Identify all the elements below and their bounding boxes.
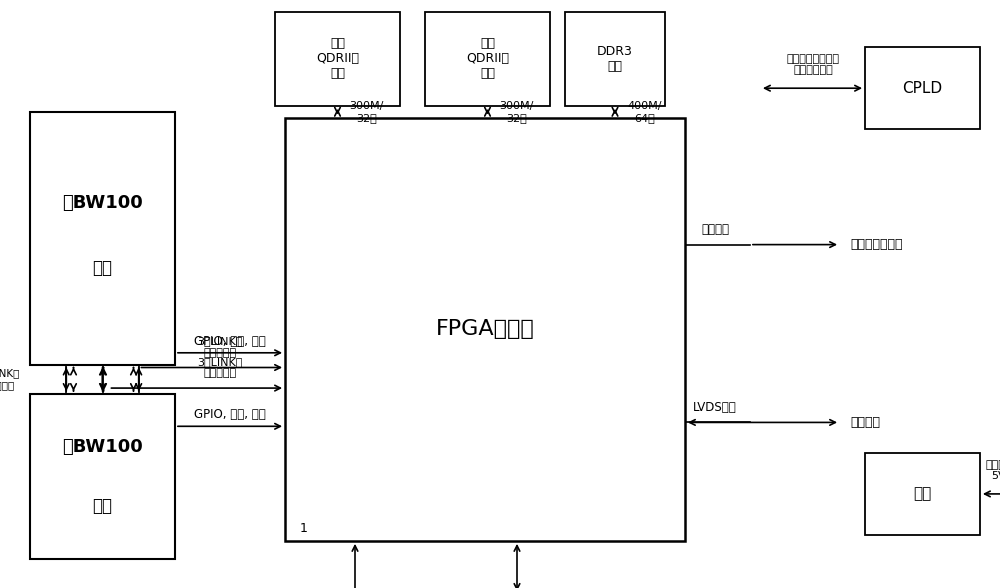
Text: 400M/
64位: 400M/ 64位 bbox=[627, 101, 662, 122]
Text: 第二
QDRII存
储器: 第二 QDRII存 储器 bbox=[466, 37, 509, 81]
Text: 300M/
32位: 300M/ 32位 bbox=[500, 101, 534, 122]
FancyBboxPatch shape bbox=[30, 112, 175, 365]
Text: FPGA控制器: FPGA控制器 bbox=[436, 319, 534, 339]
Text: GPIO, 中断, 串口: GPIO, 中断, 串口 bbox=[194, 335, 266, 348]
FancyBboxPatch shape bbox=[275, 12, 400, 106]
Text: GPIO, 中断, 串口: GPIO, 中断, 串口 bbox=[194, 408, 266, 421]
Text: 主BW100: 主BW100 bbox=[62, 194, 143, 212]
Text: CPLD: CPLD bbox=[902, 81, 943, 96]
Text: 从BW100: 从BW100 bbox=[62, 438, 143, 456]
Text: 1: 1 bbox=[300, 522, 308, 535]
Text: 光纤接口: 光纤接口 bbox=[701, 223, 729, 236]
Text: 电源: 电源 bbox=[913, 486, 932, 502]
Text: 图像输出: 图像输出 bbox=[850, 416, 880, 429]
FancyBboxPatch shape bbox=[865, 47, 980, 129]
Text: 300M/
32位: 300M/ 32位 bbox=[350, 101, 384, 122]
FancyBboxPatch shape bbox=[865, 453, 980, 535]
FancyBboxPatch shape bbox=[30, 394, 175, 559]
Text: 电源输入
5V: 电源输入 5V bbox=[985, 460, 1000, 481]
FancyBboxPatch shape bbox=[565, 12, 665, 106]
Text: 第一
QDRII存
储器: 第一 QDRII存 储器 bbox=[316, 37, 359, 81]
Text: 3路LINK口
收发全双工: 3路LINK口 收发全双工 bbox=[197, 336, 243, 358]
Text: 芯片: 芯片 bbox=[92, 259, 112, 276]
Text: 3路LINK口
收发全双工: 3路LINK口 收发全双工 bbox=[197, 357, 243, 378]
Text: 上电加载、电源控
制及温度监控: 上电加载、电源控 制及温度监控 bbox=[786, 54, 840, 75]
Text: 芯片: 芯片 bbox=[92, 497, 112, 514]
Text: LVDS接口: LVDS接口 bbox=[693, 401, 737, 414]
Text: 回波及图像记录: 回波及图像记录 bbox=[850, 238, 903, 251]
Text: 1路LINK口
收发全双工: 1路LINK口 收发全双工 bbox=[0, 369, 20, 390]
Text: DDR3
内存: DDR3 内存 bbox=[597, 45, 633, 73]
FancyBboxPatch shape bbox=[285, 118, 685, 541]
FancyBboxPatch shape bbox=[425, 12, 550, 106]
